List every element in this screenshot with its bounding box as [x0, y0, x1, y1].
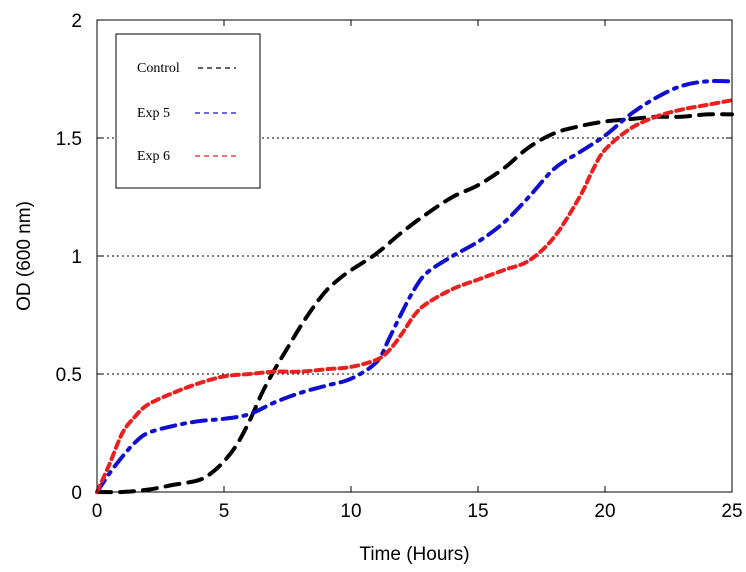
legend: Control Exp 5 Exp 6	[115, 33, 261, 189]
series-lines	[95, 79, 734, 495]
x-tick-label: 25	[721, 501, 742, 522]
legend-label-exp-5: Exp 5	[137, 106, 170, 121]
x-axis-title: Time (Hours)	[359, 544, 469, 565]
x-tick-label: 10	[340, 501, 361, 522]
y-tick-label: 2	[71, 11, 82, 32]
series-line-control	[95, 112, 734, 495]
y-tick-label: 0.5	[56, 365, 82, 386]
legend-box	[115, 33, 261, 189]
x-tick-label: 0	[92, 501, 103, 522]
y-tick-label: 1.5	[56, 129, 82, 150]
axis-tick-labels: 0 5 10 15 20 25 0 0.5 1 1.5 2	[56, 11, 743, 522]
x-tick-label: 20	[594, 501, 615, 522]
y-axis-title: OD (600 nm)	[14, 201, 35, 311]
series-line-exp-5	[95, 79, 734, 494]
y-tick-label: 1	[71, 247, 82, 268]
x-tick-label: 15	[467, 501, 488, 522]
series-line-exp-6	[95, 98, 734, 494]
legend-label-control: Control	[137, 61, 180, 76]
y-tick-label: 0	[71, 483, 82, 504]
legend-label-exp-6: Exp 6	[137, 149, 170, 164]
axis-ticks	[96, 19, 733, 493]
x-tick-label: 5	[219, 501, 230, 522]
